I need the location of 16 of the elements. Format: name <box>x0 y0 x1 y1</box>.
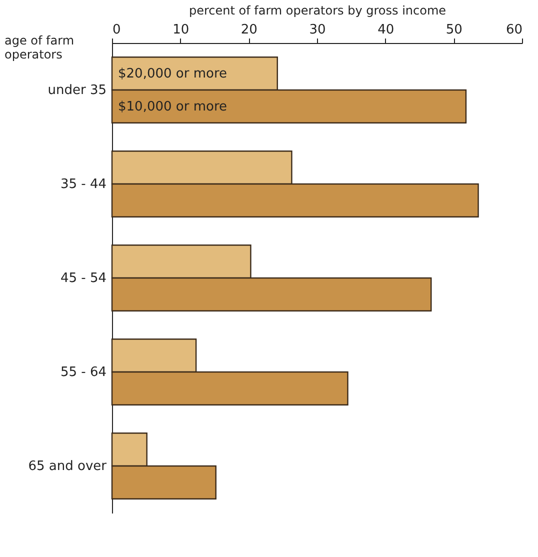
x-tick-label: 50 <box>446 22 462 38</box>
series-label: $20,000 or more <box>118 66 227 82</box>
y-tick-label: 35 - 44 <box>60 177 106 192</box>
y-tick-label: 55 - 64 <box>60 365 106 380</box>
x-axis-title: percent of farm operators by gross income <box>188 4 446 18</box>
y-tick-label: 65 and over <box>28 459 108 474</box>
y-axis-title: age of farm operators <box>4 34 74 62</box>
x-tick-label: 40 <box>378 22 394 38</box>
x-tick-label: 0 <box>112 22 121 38</box>
y-tick-label: 45 - 54 <box>60 271 106 286</box>
x-tick-label: 20 <box>240 22 258 38</box>
x-tick-label: 60 <box>506 22 522 38</box>
series-label: $10,000 or more <box>118 99 227 114</box>
x-tick-label: 30 <box>309 22 326 38</box>
y-tick-label: under 35 <box>48 83 106 98</box>
x-tick-label: 10 <box>172 22 190 38</box>
